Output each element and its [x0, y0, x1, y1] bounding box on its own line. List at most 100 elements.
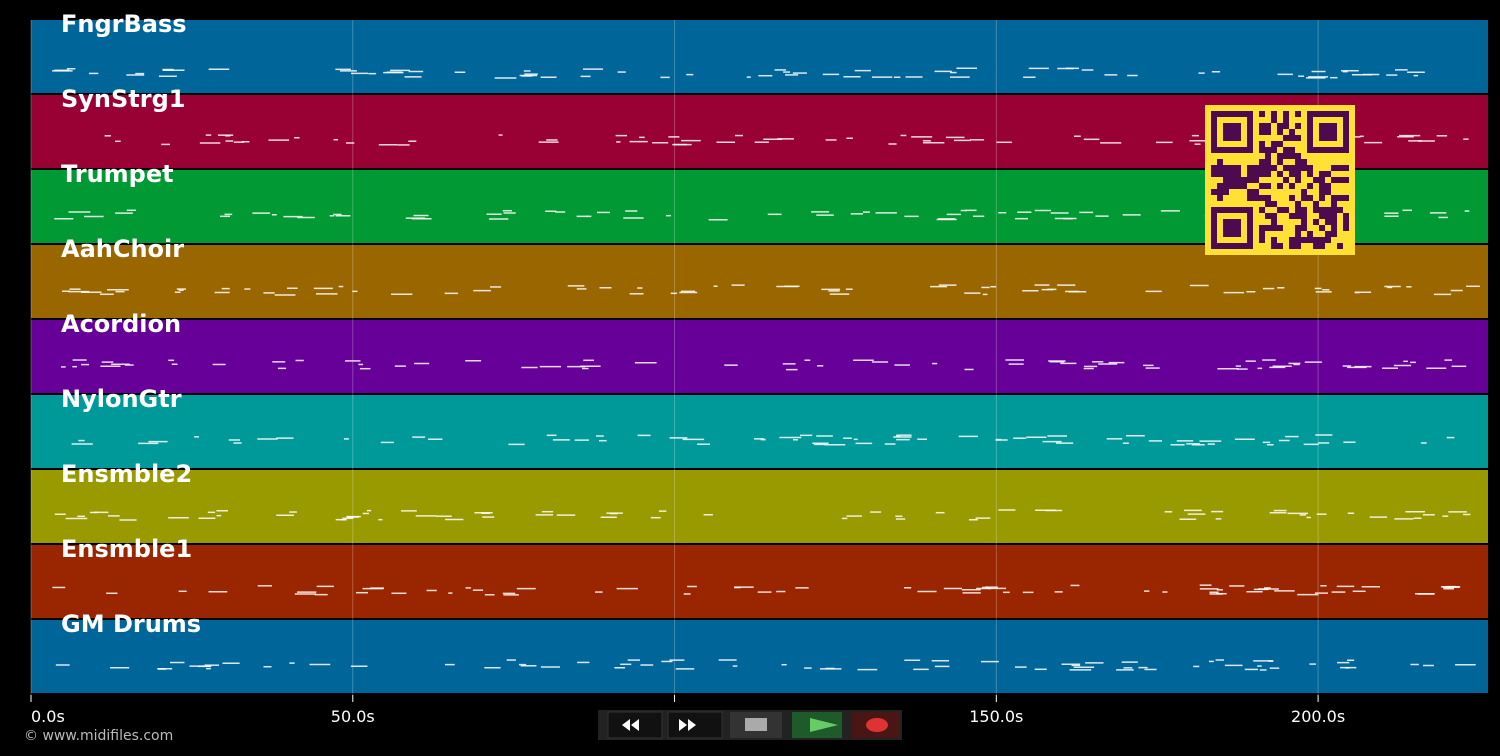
track-name: Acordion	[61, 310, 181, 338]
qr-module	[1313, 237, 1319, 243]
qr-module	[1259, 195, 1265, 201]
qr-module	[1277, 225, 1283, 231]
qr-module	[1319, 213, 1325, 219]
record-button[interactable]	[852, 712, 900, 738]
qr-module	[1295, 135, 1301, 141]
track-lane	[31, 245, 1488, 318]
qr-module	[1247, 165, 1253, 171]
play-button[interactable]	[792, 712, 842, 738]
qr-module	[1259, 231, 1265, 237]
qr-module	[1319, 243, 1325, 249]
qr-module	[1253, 177, 1259, 183]
footer: © www.midifiles.com	[24, 728, 173, 744]
qr-module	[1331, 225, 1337, 231]
qr-module	[1289, 171, 1295, 177]
qr-module	[1325, 183, 1331, 189]
qr-module	[1271, 237, 1277, 243]
qr-module	[1253, 189, 1259, 195]
qr-module	[1319, 183, 1325, 189]
qr-module	[1253, 165, 1259, 171]
qr-module	[1259, 165, 1265, 171]
qr-module	[1283, 177, 1289, 183]
fast-forward-button[interactable]	[667, 711, 723, 739]
track-area	[31, 20, 1488, 693]
qr-module	[1301, 165, 1307, 171]
qr-module	[1259, 225, 1265, 231]
qr-module	[1343, 225, 1349, 231]
qr-module	[1271, 111, 1277, 117]
qr-module	[1289, 213, 1295, 219]
qr-module	[1229, 177, 1235, 183]
qr-module	[1313, 219, 1319, 225]
qr-module	[1229, 165, 1235, 171]
qr-module	[1265, 171, 1271, 177]
qr-module	[1301, 213, 1307, 219]
qr-module	[1295, 243, 1301, 249]
qr-module	[1259, 237, 1265, 243]
qr-module	[1283, 165, 1289, 171]
qr-module	[1277, 141, 1283, 147]
qr-module	[1259, 159, 1265, 165]
qr-module	[1319, 207, 1325, 213]
qr-module	[1307, 183, 1313, 189]
qr-module	[1331, 165, 1337, 171]
qr-module	[1331, 207, 1337, 213]
qr-module	[1259, 141, 1265, 147]
qr-module	[1295, 177, 1301, 183]
qr-module	[1247, 171, 1253, 177]
qr-module	[1337, 207, 1343, 213]
qr-module	[1271, 141, 1277, 147]
qr-module	[1319, 195, 1325, 201]
qr-module	[1337, 243, 1343, 249]
qr-module	[1277, 153, 1283, 159]
qr-module	[1301, 237, 1307, 243]
grid	[30, 20, 1319, 695]
qr-module	[1325, 237, 1331, 243]
qr-module	[1331, 177, 1337, 183]
qr-module	[1217, 165, 1223, 171]
qr-module	[1211, 189, 1217, 195]
qr-module	[1217, 189, 1223, 195]
qr-module	[1217, 171, 1223, 177]
qr-module	[1295, 225, 1301, 231]
qr-module	[1295, 207, 1301, 213]
qr-module	[1235, 183, 1241, 189]
qr-module	[1253, 171, 1259, 177]
qr-module	[1343, 219, 1349, 225]
rewind-button[interactable]	[607, 711, 663, 739]
qr-module	[1283, 135, 1289, 141]
qr-module	[1283, 153, 1289, 159]
track-name: SynStrg1	[61, 85, 186, 113]
qr-module	[1277, 243, 1283, 249]
qr-module	[1283, 207, 1289, 213]
qr-module	[1277, 183, 1283, 189]
qr-module	[1289, 165, 1295, 171]
transport-controls	[598, 710, 902, 740]
qr-module	[1325, 231, 1331, 237]
qr-module	[1343, 213, 1349, 219]
qr-module	[1289, 153, 1295, 159]
qr-module	[1289, 195, 1295, 201]
qr-module	[1223, 165, 1229, 171]
qr-module	[1271, 219, 1277, 225]
qr-module	[1331, 195, 1337, 201]
qr-module	[1259, 207, 1265, 213]
qr-module	[1295, 111, 1301, 117]
qr-module	[1265, 123, 1271, 129]
qr-module	[1259, 171, 1265, 177]
x-tick-label: 50.0s	[331, 707, 375, 726]
qr-module	[1271, 243, 1277, 249]
track-lane	[31, 20, 1488, 93]
qr-module	[1271, 117, 1277, 123]
qr-module	[1325, 171, 1331, 177]
qr-module	[1259, 129, 1265, 135]
track-name: Ensmble2	[61, 460, 192, 488]
qr-module	[1277, 171, 1283, 177]
qr-module	[1247, 177, 1253, 183]
stop-button[interactable]	[730, 712, 782, 738]
qr-module	[1319, 189, 1325, 195]
qr-module	[1265, 195, 1271, 201]
qr-module	[1271, 147, 1277, 153]
qr-module	[1235, 177, 1241, 183]
qr-module	[1319, 177, 1325, 183]
